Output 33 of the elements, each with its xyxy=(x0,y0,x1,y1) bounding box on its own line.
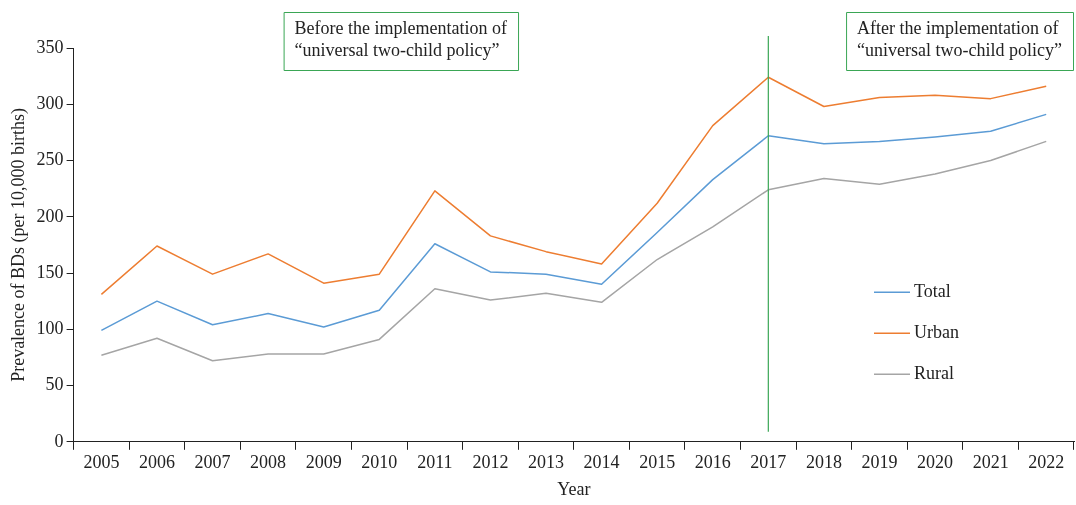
x-tick-label: 2015 xyxy=(639,452,676,473)
x-tick-label: 2021 xyxy=(972,452,1009,473)
x-tick-label: 2018 xyxy=(805,452,842,473)
x-tick-label: 2017 xyxy=(750,452,787,473)
x-tick-label: 2022 xyxy=(1028,452,1065,473)
legend-label: Rural xyxy=(914,362,954,383)
y-tick-label: 50 xyxy=(45,374,64,395)
y-tick-label: 250 xyxy=(36,149,64,170)
y-axis-title: Prevalence of BDs (per 10,000 births) xyxy=(7,107,29,382)
y-tick-label: 150 xyxy=(36,261,64,282)
x-tick-label: 2008 xyxy=(250,452,287,473)
x-tick-label: 2006 xyxy=(138,452,175,473)
x-axis-title: Year xyxy=(557,478,591,499)
annotation: After the implementation of “universal two-child policy” xyxy=(857,17,1063,60)
x-tick-label: 2007 xyxy=(194,452,231,473)
x-tick-label: 2014 xyxy=(583,452,620,473)
x-tick-label: 2005 xyxy=(83,452,120,473)
y-tick-label: 300 xyxy=(36,92,64,113)
x-tick-label: 2013 xyxy=(528,452,565,473)
y-tick-label: 200 xyxy=(36,205,64,226)
y-tick-label: 350 xyxy=(36,36,64,57)
x-tick-label: 2020 xyxy=(917,452,954,473)
y-tick-label: 0 xyxy=(54,430,64,451)
legend-label: Total xyxy=(914,280,951,301)
x-tick-label: 2010 xyxy=(361,452,398,473)
legend-label: Urban xyxy=(914,321,959,342)
x-tick-label: 2009 xyxy=(305,452,342,473)
annotation: Before the implementation of “universal two-child policy” xyxy=(294,17,508,60)
x-tick-label: 2019 xyxy=(861,452,898,473)
y-tick-label: 100 xyxy=(36,318,64,339)
x-tick-label: 2012 xyxy=(472,452,509,473)
x-tick-label: 2016 xyxy=(694,452,731,473)
x-tick-label: 2011 xyxy=(417,452,453,473)
